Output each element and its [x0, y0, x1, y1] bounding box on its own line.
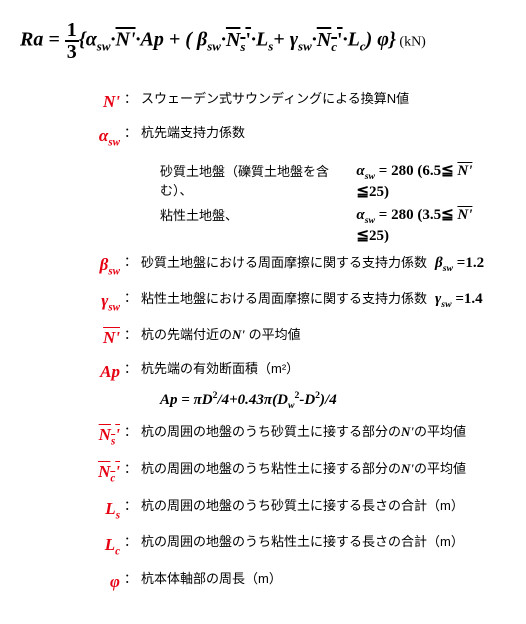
def-Ap: Ap ： 杭先端の有効断面積（m²）: [80, 360, 506, 384]
def-Nbar: N' ： 杭の先端付近のN' の平均値: [80, 326, 506, 350]
sym-gamma: γsw: [80, 289, 122, 316]
definitions: N' ： スウェーデン式サウンディングによる換算N値 αsw ： 杭先端支持力係…: [80, 90, 506, 594]
sym-Nc: Nc': [80, 460, 122, 487]
sym-phi: φ: [80, 570, 122, 594]
sym-alpha: αsw: [80, 124, 122, 151]
def-gamma: γsw ： 粘性土地盤における周面摩擦に関する支持力係数γsw =1.4: [80, 289, 506, 316]
def-beta: βsw ： 砂質土地盤における周面摩擦に関する支持力係数βsw =1.2: [80, 253, 506, 280]
def-Nc: Nc' ： 杭の周囲の地盤のうち粘性土に接する部分のN'の平均値: [80, 460, 506, 487]
def-phi: φ ： 杭本体軸部の周長（m）: [80, 570, 506, 594]
sym-Ls: Ls: [80, 497, 122, 524]
sym-Ns: Ns': [80, 423, 122, 450]
def-Nprime: N' ： スウェーデン式サウンディングによる換算N値: [80, 90, 506, 114]
def-Ls: Ls ： 杭の周囲の地盤のうち砂質土に接する長さの合計（m）: [80, 497, 506, 524]
sym-Ap: Ap: [80, 360, 122, 384]
sym-beta: βsw: [80, 253, 122, 280]
main-formula: Ra = 13{αsw·N'·Ap + ( βsw·Ns'·Ls+ γsw·Nc…: [20, 20, 506, 62]
def-alpha: αsw ： 杭先端支持力係数: [80, 124, 506, 151]
sym-Nprime: N': [80, 90, 122, 114]
lhs: Ra: [20, 29, 43, 51]
alpha-sand: 砂質土地盤（礫質土地盤を含む）、 αsw = 280 (6.5≦ N' ≦25)…: [160, 161, 506, 245]
Ap-formula: Ap = πD2/4+0.43π(Dw2-D2)/4: [160, 390, 506, 411]
def-Lc: Lc ： 杭の周囲の地盤のうち粘性土に接する長さの合計（m）: [80, 533, 506, 560]
sym-Nbar: N': [80, 326, 122, 350]
def-Ns: Ns' ： 杭の周囲の地盤のうち砂質土に接する部分のN'の平均値: [80, 423, 506, 450]
fraction: 13: [65, 20, 79, 62]
sym-Lc: Lc: [80, 533, 122, 560]
